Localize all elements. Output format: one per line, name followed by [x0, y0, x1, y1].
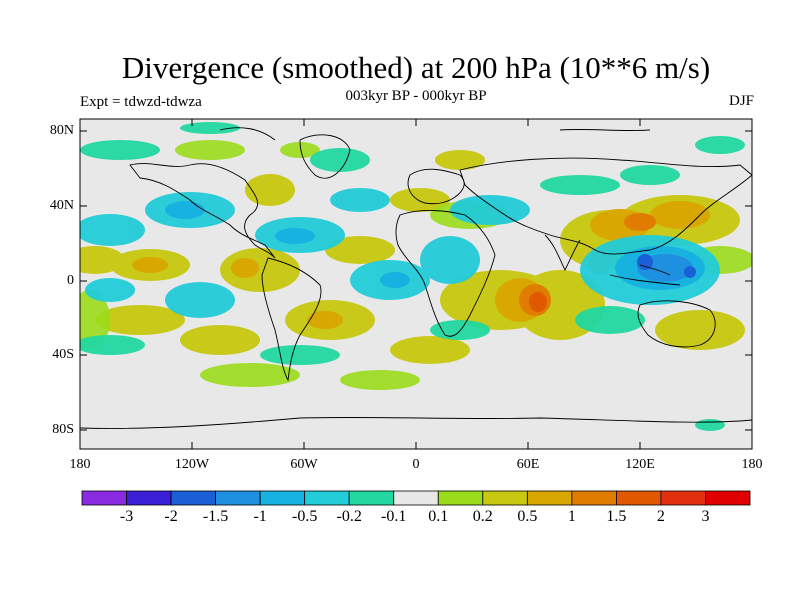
lon-label-180e: 180: [741, 457, 763, 472]
colorbar-tick-label: -3: [119, 508, 134, 525]
axis-ticks: [80, 119, 752, 449]
divergence-field: [80, 122, 752, 431]
lat-label-40n: 40N: [49, 198, 74, 213]
coastlines: [80, 127, 752, 429]
lon-label-60e: 60E: [516, 457, 540, 472]
colorbar-tick-label: 0.1: [428, 508, 449, 525]
colorbar-tick-label: 1.5: [606, 508, 627, 525]
season-label: DJF: [728, 93, 754, 109]
colorbar-swatch: [705, 490, 751, 506]
lat-label-0: 0: [67, 273, 74, 288]
colorbar-swatch: [348, 490, 395, 506]
colorbar-swatch: [526, 490, 573, 506]
lat-label-40s: 40S: [52, 347, 74, 362]
colorbar-tick-label: 2: [656, 508, 665, 525]
lon-label-180w: 180: [69, 457, 91, 472]
colorbar-tick-label: 1: [567, 508, 576, 525]
colorbar: [81, 490, 751, 506]
colorbar-swatch: [126, 490, 172, 506]
colorbar-tick-label: -0.5: [291, 508, 318, 525]
colorbar-swatch: [81, 490, 127, 506]
lat-label-80s: 80S: [52, 422, 74, 437]
experiment-label: Expt = tdwzd-tdwza: [80, 94, 202, 110]
colorbar-tick-label: 0.2: [472, 508, 493, 525]
colorbar-swatch: [571, 490, 617, 506]
colorbar-swatch: [215, 490, 261, 506]
map-title: Divergence (smoothed) at 200 hPa (10**6 …: [121, 50, 711, 85]
colorbar-tick-label: -1: [253, 508, 267, 525]
colorbar-swatch: [482, 490, 528, 506]
colorbar-swatch: [304, 490, 350, 506]
colorbar-swatch: [660, 490, 706, 506]
lon-label-120w: 120W: [174, 457, 210, 472]
colorbar-swatch: [393, 490, 439, 506]
map-subtitle: 003kyr BP - 000kyr BP: [345, 88, 487, 104]
lon-label-60w: 60W: [290, 457, 318, 472]
lon-label-0: 0: [412, 457, 420, 472]
colorbar-tick-label: -1.5: [202, 508, 229, 525]
colorbar-tick-label: -0.2: [336, 508, 362, 525]
colorbar-swatch: [616, 490, 662, 506]
colorbar-swatch: [259, 490, 306, 506]
colorbar-swatch: [437, 490, 484, 506]
colorbar-tick-label: 0.5: [517, 508, 538, 525]
lon-label-120e: 120E: [625, 457, 655, 472]
colorbar-tick-label: -0.1: [381, 508, 407, 525]
lat-label-80n: 80N: [49, 123, 74, 138]
colorbar-tick-label: 3: [701, 508, 710, 525]
colorbar-tick-label: -2: [164, 508, 178, 525]
colorbar-swatch: [170, 490, 216, 506]
